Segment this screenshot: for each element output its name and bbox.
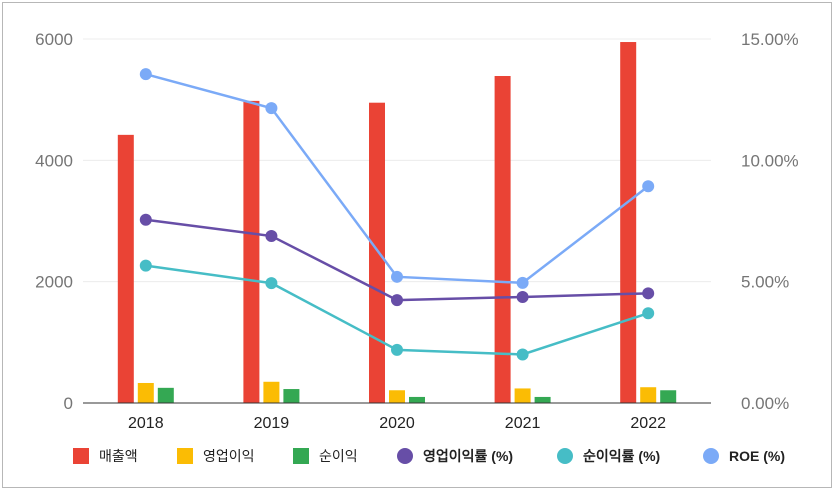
point-net-margin[interactable] xyxy=(265,277,278,290)
y-left-tick-label: 2000 xyxy=(35,273,73,292)
x-tick-label: 2018 xyxy=(128,415,164,432)
point-net-margin[interactable] xyxy=(391,343,403,356)
point-operating-margin[interactable] xyxy=(265,230,278,243)
legend-label: 영업이익 xyxy=(203,448,255,464)
legend-label: 순이익 xyxy=(319,448,358,464)
bar-net-profit[interactable] xyxy=(409,396,425,403)
legend-swatch xyxy=(557,448,573,464)
y-right-tick-label: 10.00% xyxy=(741,151,799,170)
bar-revenue[interactable] xyxy=(117,134,134,403)
legend-label: ROE (%) xyxy=(729,448,785,464)
bar-net-profit[interactable] xyxy=(534,396,551,403)
x-tick-label: 2021 xyxy=(505,415,541,432)
line-operating-margin[interactable] xyxy=(145,218,649,302)
point-net-margin[interactable] xyxy=(642,307,655,320)
point-roe[interactable] xyxy=(391,270,403,283)
point-roe[interactable] xyxy=(139,68,152,81)
point-operating-margin[interactable] xyxy=(139,213,152,226)
bar-net-profit[interactable] xyxy=(660,390,677,403)
bar-revenue[interactable] xyxy=(494,76,511,404)
bar-operating-profit[interactable] xyxy=(514,388,531,403)
x-tick-label: 2022 xyxy=(630,415,666,432)
bar-net-profit[interactable] xyxy=(157,387,174,403)
bar-operating-profit[interactable] xyxy=(640,387,657,403)
legend-swatch xyxy=(73,448,89,464)
bar-net-profit[interactable] xyxy=(283,389,300,403)
legend-label: 영업이익률 (%) xyxy=(423,448,513,464)
x-tick-label: 2020 xyxy=(379,415,415,432)
y-left-tick-label: 6000 xyxy=(35,30,73,49)
y-left-tick-label: 0 xyxy=(64,394,73,413)
x-tick-label: 2019 xyxy=(254,415,290,432)
point-operating-margin[interactable] xyxy=(642,287,655,300)
legend-swatch xyxy=(177,448,193,464)
line-roe[interactable] xyxy=(145,72,649,285)
legend-swatch xyxy=(293,448,309,464)
bar-operating-profit[interactable] xyxy=(263,381,280,403)
point-roe[interactable] xyxy=(516,276,529,289)
point-net-margin[interactable] xyxy=(139,259,152,272)
y-right-tick-label: 0.00% xyxy=(741,394,789,413)
legend-label: 매출액 xyxy=(99,448,138,464)
combo-chart: 0 2000 4000 6000 0.00% 5.00% 10.00% 15.00% 2018 2… xyxy=(35,30,799,464)
bar-revenue[interactable] xyxy=(243,100,260,403)
y-right-tick-label: 15.00% xyxy=(741,30,799,49)
bar-revenue[interactable] xyxy=(369,102,385,403)
bar-revenue[interactable] xyxy=(620,42,637,404)
point-operating-margin[interactable] xyxy=(391,294,403,307)
point-roe[interactable] xyxy=(265,102,278,115)
bar-operating-profit[interactable] xyxy=(137,382,154,403)
point-roe[interactable] xyxy=(642,180,655,193)
y-right-tick-label: 5.00% xyxy=(741,273,789,292)
point-net-margin[interactable] xyxy=(516,348,529,361)
bar-operating-profit[interactable] xyxy=(389,390,405,403)
legend-label: 순이익률 (%) xyxy=(583,448,660,464)
legend-swatch xyxy=(397,448,413,464)
legend-swatch xyxy=(703,448,719,464)
point-operating-margin[interactable] xyxy=(516,290,529,303)
y-left-tick-label: 4000 xyxy=(35,151,73,170)
